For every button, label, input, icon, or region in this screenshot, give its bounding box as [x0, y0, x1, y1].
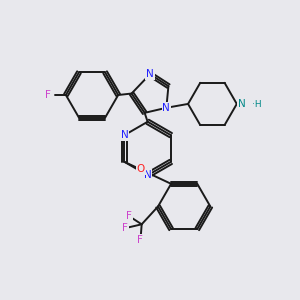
Text: F: F — [126, 211, 132, 221]
Text: N: N — [146, 69, 154, 79]
Text: N: N — [121, 130, 128, 140]
Text: F: F — [137, 235, 143, 245]
Text: ·H: ·H — [252, 100, 262, 109]
Text: N: N — [144, 170, 152, 180]
Text: F: F — [122, 223, 128, 233]
Text: F: F — [44, 90, 50, 100]
Text: O: O — [137, 164, 145, 174]
Text: N: N — [238, 99, 246, 109]
Text: N: N — [163, 103, 170, 113]
